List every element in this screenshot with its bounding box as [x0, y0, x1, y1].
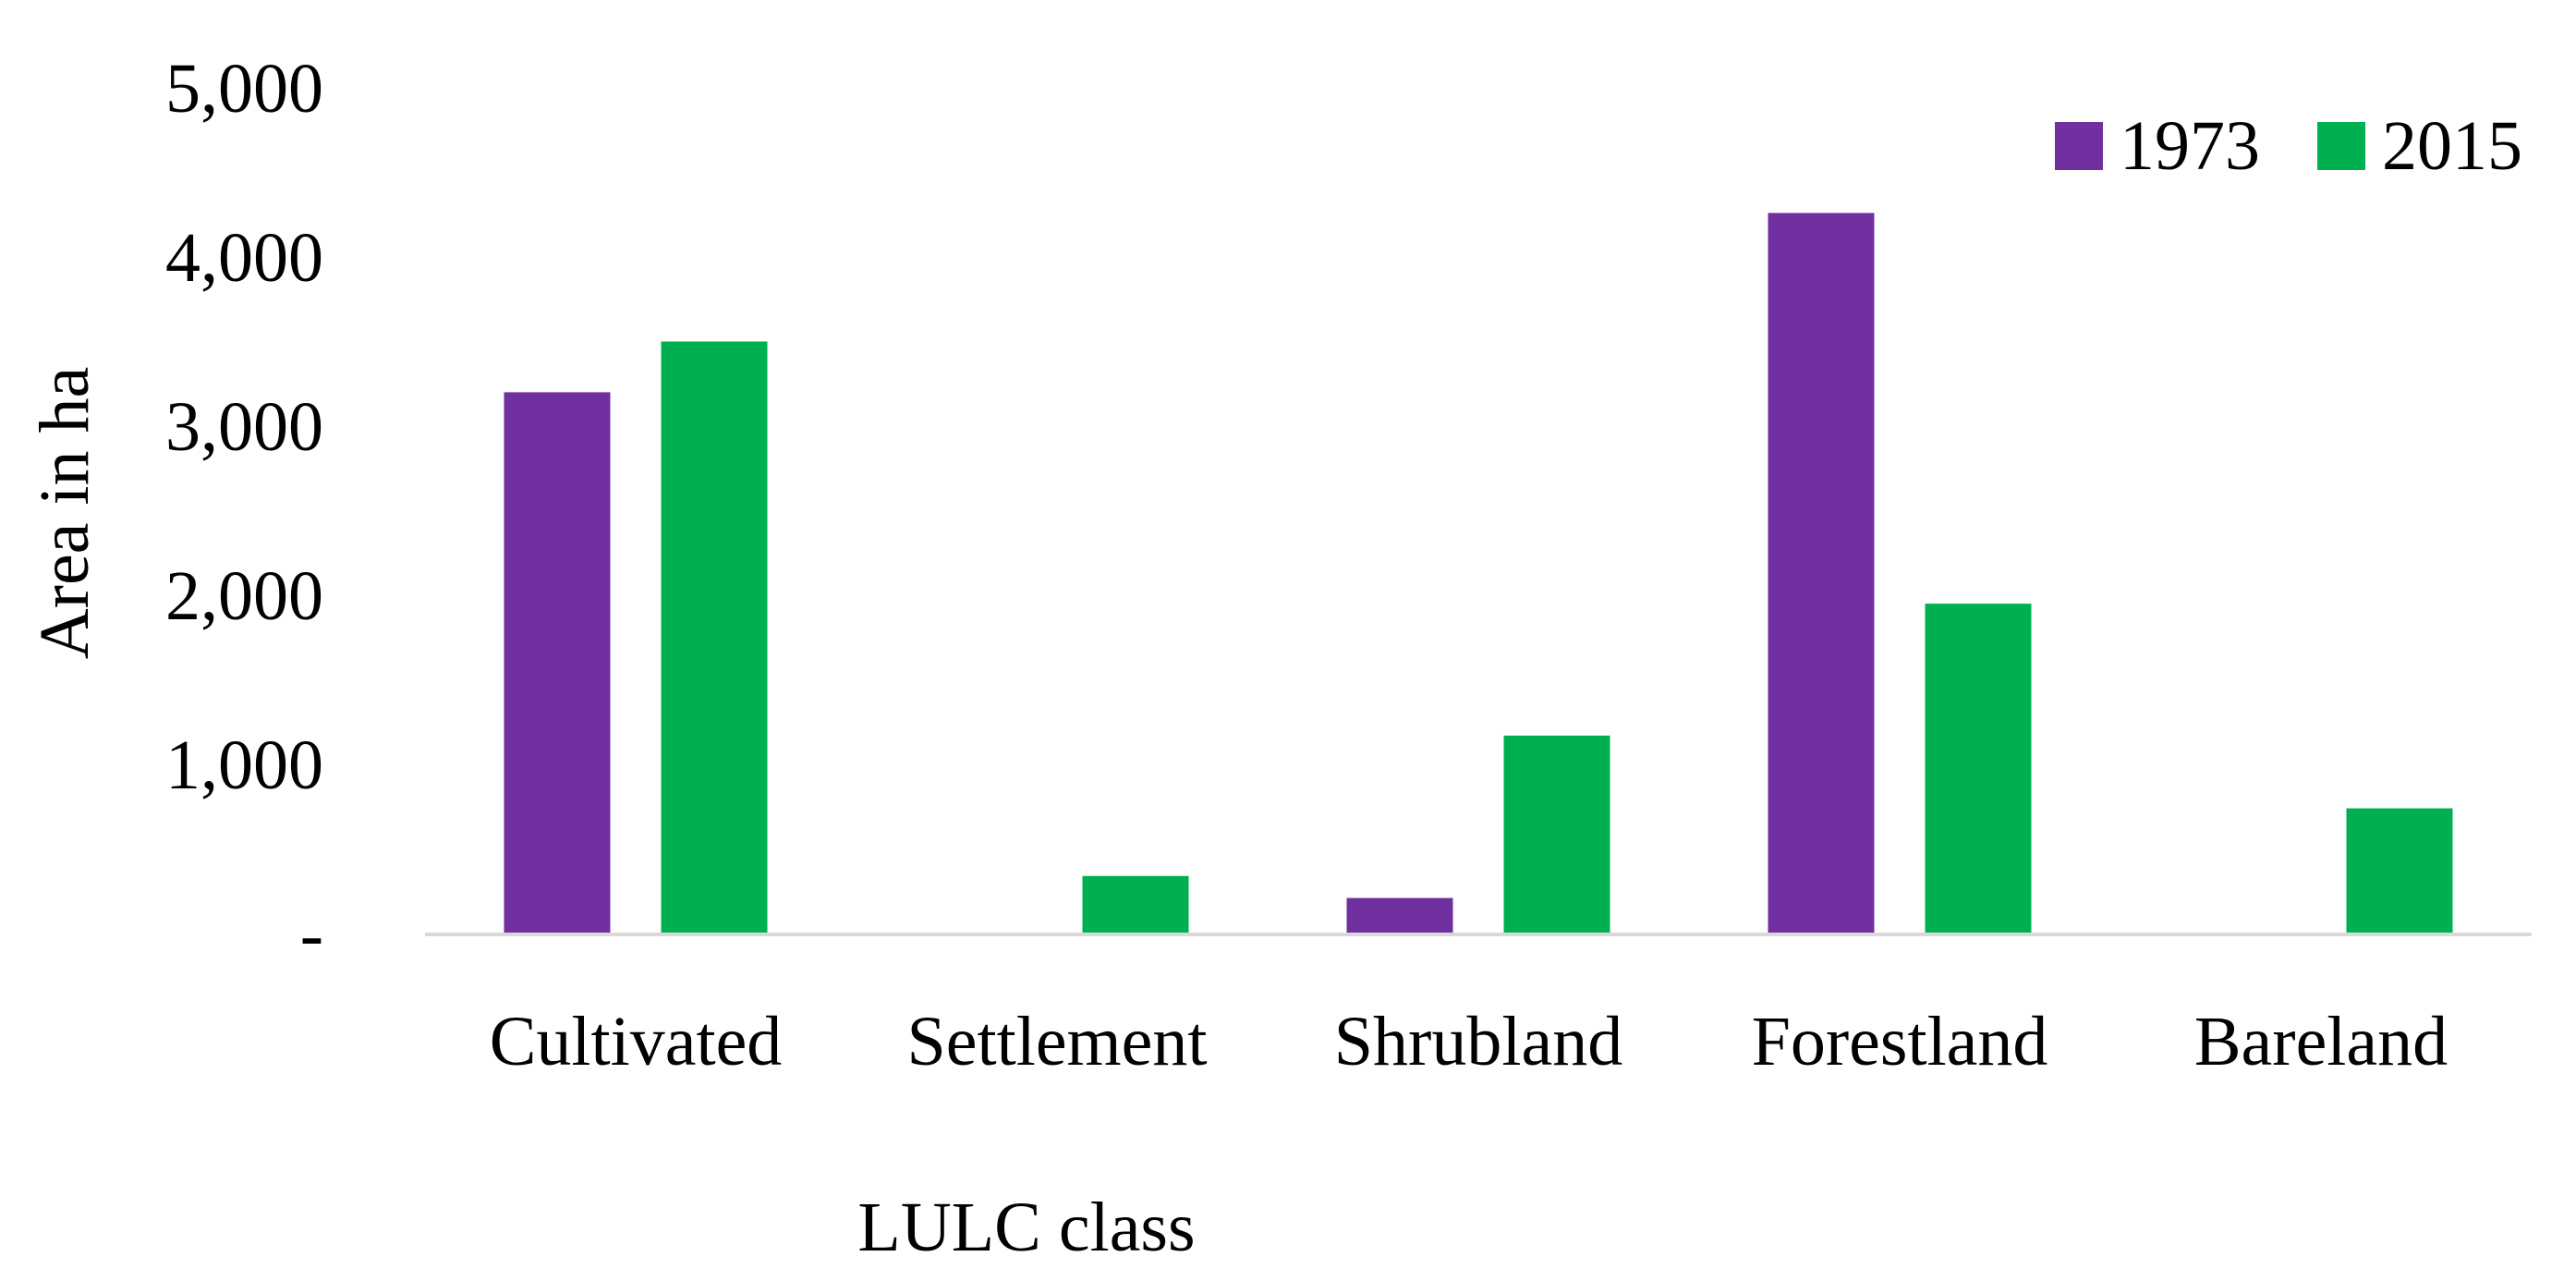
y-tick-label: 5,000: [165, 50, 323, 128]
y-tick-label: 3,000: [165, 388, 323, 466]
y-tick-label: -: [300, 896, 323, 973]
x-category-label: Settlement: [906, 1003, 1207, 1080]
y-axis-ticks: - 1,000 2,000 3,000 4,000 5,000: [165, 50, 323, 973]
bar-2015-shrubland: [1503, 735, 1610, 933]
legend: 1973 2015: [2055, 107, 2522, 185]
bar-1973-forestland: [1768, 213, 1875, 934]
x-axis-category-labels: Cultivated Settlement Shrubland Forestland B…: [490, 1003, 2448, 1080]
y-axis-title: Area in ha: [26, 367, 103, 660]
bar-2015-cultivated: [661, 341, 768, 933]
y-tick-label: 2,000: [165, 557, 323, 635]
bars-group: [504, 213, 2453, 934]
bar-2015-bareland: [2346, 808, 2453, 933]
legend-label: 2015: [2382, 107, 2522, 185]
y-tick-label: 1,000: [165, 726, 323, 804]
x-axis-title: LULC class: [857, 1189, 1195, 1266]
legend-label: 1973: [2120, 107, 2260, 185]
x-category-label: Forestland: [1752, 1003, 2048, 1080]
bar-2015-settlement: [1082, 875, 1189, 933]
x-category-label: Bareland: [2194, 1003, 2448, 1080]
bar-1973-cultivated: [504, 392, 611, 933]
x-category-label: Cultivated: [490, 1003, 783, 1080]
legend-swatch-2015: [2317, 122, 2365, 170]
y-tick-label: 4,000: [165, 219, 323, 297]
legend-swatch-1973: [2055, 122, 2103, 170]
x-category-label: Shrubland: [1334, 1003, 1622, 1080]
bar-2015-forestland: [1925, 604, 2032, 933]
bar-1973-shrubland: [1346, 897, 1453, 933]
